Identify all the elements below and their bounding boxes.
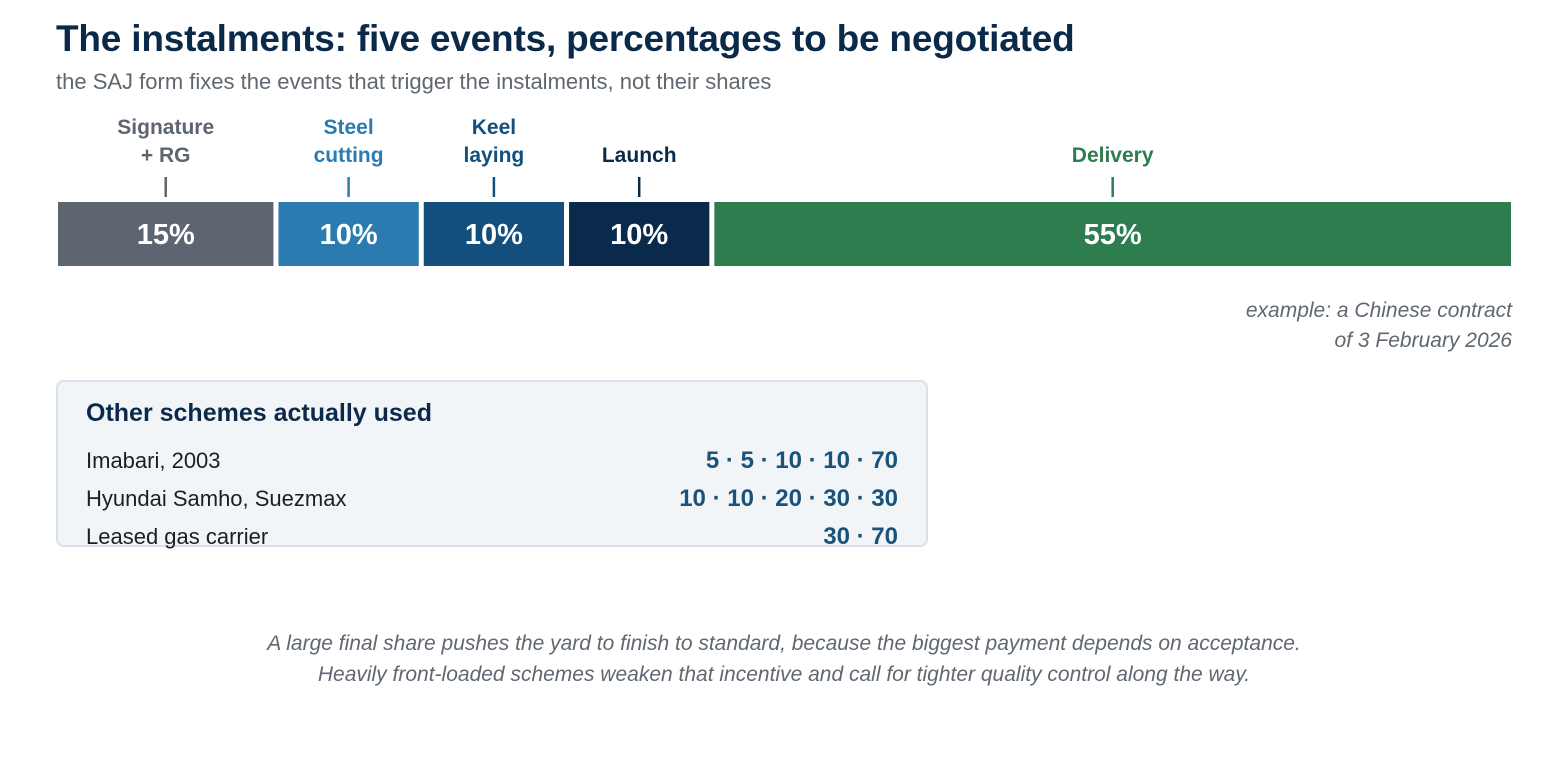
other-schemes-box: Other schemes actually used Imabari, 200… (56, 380, 928, 550)
scheme-row-hyundai-samho: Hyundai Samho, Suezmax 10 · 10 · 20 · 30… (86, 484, 898, 514)
category-label-steel-cutting: Steel (323, 116, 373, 139)
category-label-signature: + RG (141, 144, 191, 167)
bar-segment-launch (569, 202, 710, 266)
bar-segment-steel-cutting (278, 202, 419, 266)
other-schemes-title: Other schemes actually used (86, 399, 432, 427)
value-label-signature: 15% (137, 219, 195, 251)
category-label-steel-cutting: cutting (314, 144, 384, 167)
bar-segment-keel-laying (423, 202, 565, 266)
scheme-name: Hyundai Samho, Suezmax (86, 486, 347, 511)
example-note: example: a Chinese contract of 3 Februar… (1092, 296, 1512, 356)
value-label-delivery: 55% (1084, 219, 1142, 251)
instalment-bar-chart: 15% Signature + RG 10% Steel cutting 10% Keel la… (58, 116, 1511, 266)
page-title: The instalments: five events, percentage… (56, 18, 1075, 59)
category-label-launch: Launch (602, 144, 677, 167)
value-label-keel-laying: 10% (465, 219, 523, 251)
bar-segment-signature (58, 202, 274, 266)
category-label-keel-laying: laying (464, 144, 525, 167)
scheme-values: 10 · 10 · 20 · 30 · 30 (679, 485, 898, 512)
footnote: A large final share pushes the yard to f… (0, 628, 1568, 690)
scheme-name: Leased gas carrier (86, 524, 269, 549)
value-label-launch: 10% (610, 219, 668, 251)
footnote-line1: A large final share pushes the yard to f… (267, 632, 1301, 655)
category-label-keel-laying: Keel (472, 116, 516, 139)
example-note-line1: example: a Chinese contract (1245, 299, 1512, 322)
scheme-row-imabari: Imabari, 2003 5 · 5 · 10 · 10 · 70 (86, 446, 898, 476)
example-note-line2: of 3 February 2026 (1334, 329, 1512, 352)
scheme-values: 5 · 5 · 10 · 10 · 70 (705, 447, 898, 474)
scheme-row-leased-gas-carrier: Leased gas carrier 30 · 70 (86, 522, 898, 552)
footnote-line2: Heavily front-loaded schemes weaken that… (317, 663, 1251, 686)
scheme-name: Imabari, 2003 (86, 448, 221, 473)
scheme-values: 30 · 70 (823, 523, 898, 550)
value-label-steel-cutting: 10% (320, 219, 378, 251)
category-label-signature: Signature (117, 116, 214, 139)
bar-segment-delivery (714, 202, 1511, 266)
category-label-delivery: Delivery (1072, 144, 1154, 167)
page-subtitle: the SAJ form fixes the events that trigg… (56, 69, 772, 94)
